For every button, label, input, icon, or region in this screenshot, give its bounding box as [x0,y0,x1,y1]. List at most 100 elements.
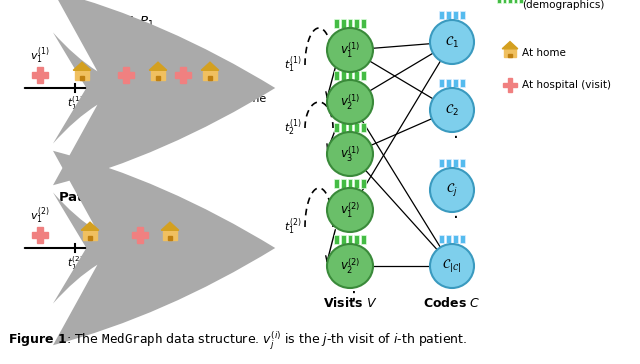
Bar [504,49,516,57]
Text: $\vdots$: $\vdots$ [344,284,356,302]
Bar [355,19,359,28]
Text: $\mathcal{C}_2$: $\mathcal{C}_2$ [445,102,459,118]
Bar [439,235,444,243]
Bar [156,76,160,80]
Bar [334,178,339,187]
Polygon shape [81,222,99,230]
Ellipse shape [327,28,373,72]
Text: time: time [220,254,245,264]
Text: $v_2^{(1)}$: $v_2^{(1)}$ [116,45,136,66]
Ellipse shape [327,132,373,176]
Bar [138,228,143,243]
Text: $v_2^{(2)}$: $v_2^{(2)}$ [340,256,360,276]
Text: Visit attribute vector
(demographics): Visit attribute vector (demographics) [522,0,630,10]
Bar [341,178,346,187]
Text: $v_1^{(2)}$: $v_1^{(2)}$ [340,200,360,220]
Ellipse shape [327,188,373,232]
Bar [334,234,339,244]
Bar [355,123,359,131]
Text: $v_1^{(1)}$: $v_1^{(1)}$ [340,40,360,60]
Bar [341,123,346,131]
Bar [446,79,451,87]
Bar [37,228,43,243]
Bar [355,178,359,187]
Text: $\mathcal{C}_j$: $\mathcal{C}_j$ [446,182,458,198]
Bar [76,70,89,80]
Bar [33,72,47,78]
Bar [341,234,346,244]
Circle shape [430,20,474,64]
Text: Codes $C$: Codes $C$ [423,296,481,310]
Text: $\mathcal{C}_1$: $\mathcal{C}_1$ [445,35,459,50]
Bar [439,79,444,87]
Text: $\vdots$: $\vdots$ [446,201,458,219]
Bar [348,19,353,28]
Bar [460,79,465,87]
Text: $v_2^{(1)}$: $v_2^{(1)}$ [340,92,360,112]
Bar [361,71,366,79]
Bar [175,72,191,78]
Bar [503,83,517,87]
Text: Visits $V$: Visits $V$ [323,296,378,310]
Bar [334,123,339,131]
Text: $v_3^{(1)}$: $v_3^{(1)}$ [173,45,193,66]
Text: $t_1^{(2)}$: $t_1^{(2)}$ [284,217,301,237]
Bar [508,0,512,3]
Text: Patient $P_2$: Patient $P_2$ [58,190,132,206]
Bar [446,235,451,243]
Bar [83,230,97,240]
Bar [453,11,458,19]
Bar [168,236,172,240]
Bar [508,78,513,92]
Ellipse shape [327,244,373,288]
Bar [497,0,500,3]
Text: Patient $P_1$: Patient $P_1$ [81,14,155,30]
Bar [355,234,359,244]
Bar [132,232,148,238]
Bar [453,79,458,87]
Bar [163,230,177,240]
Bar [361,19,366,28]
Text: $\mathcal{C}_{|\mathcal{C}|}$: $\mathcal{C}_{|\mathcal{C}|}$ [442,257,461,274]
Bar [180,67,186,83]
Text: $v_1^{(2)}$: $v_1^{(2)}$ [30,205,50,226]
Bar [460,11,465,19]
Bar [361,234,366,244]
Text: $v_2^{(2)}$: $v_2^{(2)}$ [131,205,150,226]
Text: At home: At home [522,48,566,58]
Bar [348,123,353,131]
Bar [453,235,458,243]
Bar [446,11,451,19]
Bar [502,0,506,3]
Ellipse shape [327,80,373,124]
Bar [355,71,359,79]
Polygon shape [73,62,91,70]
Text: At hospital (visit): At hospital (visit) [522,80,611,90]
Polygon shape [502,41,518,49]
Polygon shape [161,222,179,230]
Text: $\mathbf{Figure\ 1}$: The $\mathtt{MedGraph}$ data structure. $v_j^{(i)}$ is the: $\mathbf{Figure\ 1}$: The $\mathtt{MedGr… [8,330,467,352]
Bar [508,54,512,57]
Circle shape [430,244,474,288]
Bar [453,159,458,167]
Bar [33,232,47,238]
Bar [204,70,217,80]
Bar [341,71,346,79]
Text: $v_1^{(1)}$: $v_1^{(1)}$ [30,45,50,66]
Bar [118,72,134,78]
Bar [151,70,164,80]
Bar [520,0,523,3]
Bar [348,178,353,187]
Text: time: time [242,94,268,104]
Bar [460,159,465,167]
Text: $\vdots$: $\vdots$ [446,120,458,139]
Bar [334,71,339,79]
Bar [361,178,366,187]
Polygon shape [201,62,219,70]
Bar [439,11,444,19]
Bar [208,76,212,80]
Text: $t_1^{(1)}$: $t_1^{(1)}$ [284,55,301,75]
Bar [514,0,517,3]
Text: $t_2^{(1)}$: $t_2^{(1)}$ [284,118,301,138]
Bar [334,19,339,28]
